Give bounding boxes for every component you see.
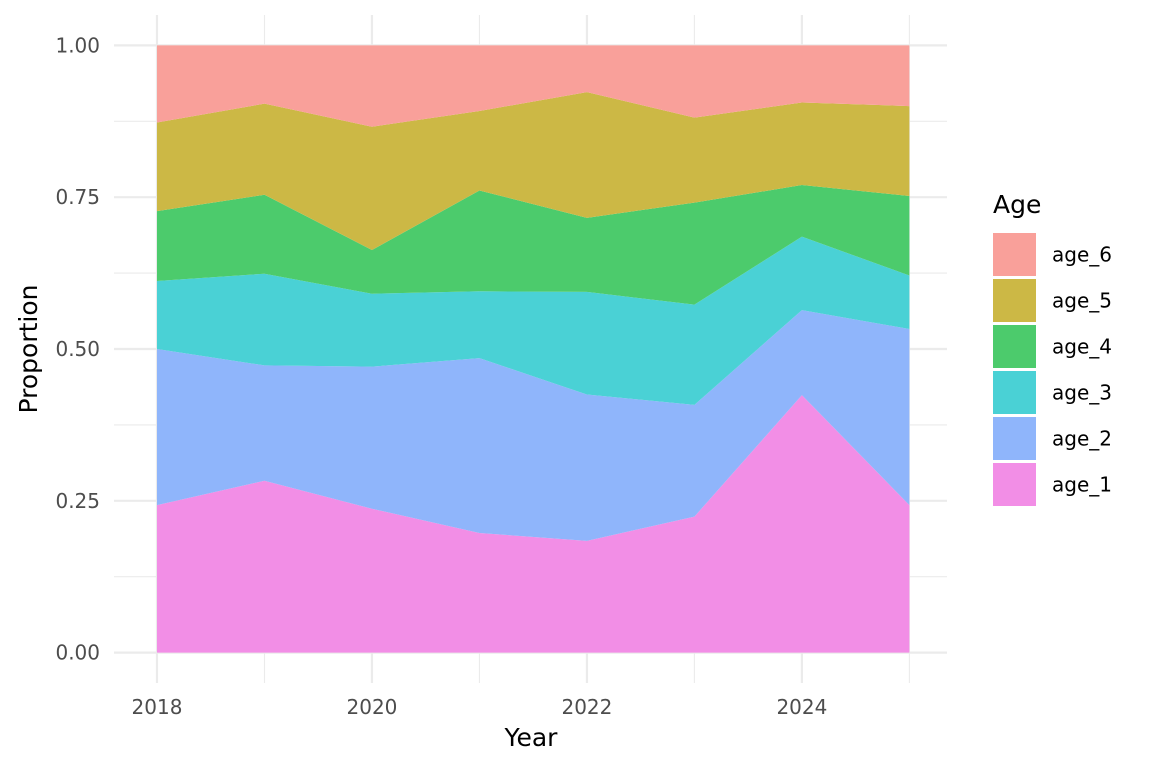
legend-key-age_5 <box>993 279 1036 322</box>
x-tick-label: 2020 <box>347 695 398 719</box>
area-age_4 <box>156 185 910 305</box>
legend-label-age_4: age_4 <box>1052 335 1112 359</box>
legend-label-age_1: age_1 <box>1052 473 1112 497</box>
area-layer <box>156 45 910 653</box>
legend-key-age_3 <box>993 371 1036 414</box>
legend-key-age_1 <box>993 463 1036 506</box>
y-axis-title: Proportion <box>14 285 43 414</box>
x-tick-label: 2024 <box>776 695 827 719</box>
legend-label-age_6: age_6 <box>1052 243 1112 267</box>
y-tick-label: 0.00 <box>55 641 100 665</box>
legend-label-age_5: age_5 <box>1052 289 1112 313</box>
y-tick-label: 0.50 <box>55 337 100 361</box>
tick-layer: 0.00 0.25 0.50 0.75 1.00 2018 2020 2022 2024 <box>55 33 827 719</box>
x-axis-title: Year <box>504 723 559 752</box>
y-tick-label: 0.25 <box>55 489 100 513</box>
legend-label-age_2: age_2 <box>1052 427 1112 451</box>
legend-label-age_3: age_3 <box>1052 381 1112 405</box>
x-tick-label: 2018 <box>132 695 183 719</box>
y-tick-label: 0.75 <box>55 185 100 209</box>
area-age_6 <box>156 45 910 127</box>
area-age_2 <box>156 310 910 541</box>
legend: age_6 age_5 age_4 age_3 age_2 age_1 <box>993 233 1112 506</box>
legend-title: Age <box>993 190 1041 219</box>
area-age_3 <box>156 236 910 405</box>
area-age_1 <box>156 395 910 653</box>
x-tick-label: 2022 <box>561 695 612 719</box>
legend-key-age_4 <box>993 325 1036 368</box>
y-tick-label: 1.00 <box>55 33 100 57</box>
legend-key-age_6 <box>993 233 1036 276</box>
legend-key-age_2 <box>993 417 1036 460</box>
area-age_5 <box>156 92 910 251</box>
